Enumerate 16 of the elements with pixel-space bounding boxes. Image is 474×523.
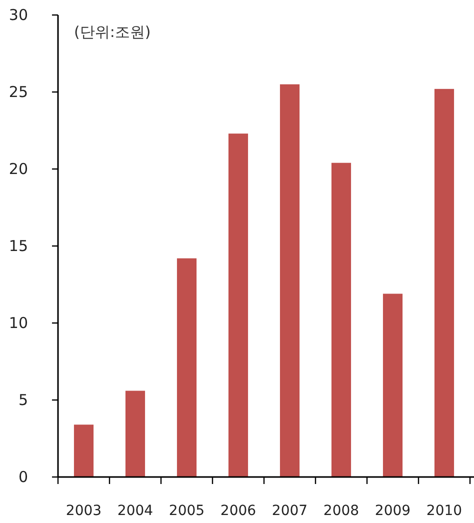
x-tick-label: 2005 (168, 503, 205, 519)
annotation: (단위:조원) (74, 23, 151, 41)
y-tick-label: 15 (8, 237, 28, 255)
x-tick-label: 2004 (117, 503, 154, 519)
y-tick-label: 5 (18, 391, 28, 409)
y-tick-label: 10 (8, 314, 28, 332)
x-tick-label: 2003 (66, 503, 102, 519)
x-tick-label: 2008 (323, 503, 360, 519)
x-tick-label: 2009 (374, 503, 411, 519)
x-tick-label: 2007 (272, 503, 308, 519)
y-tick-label: 20 (8, 160, 28, 178)
y-tick-label: 0 (18, 468, 28, 486)
x-tick-label: 2010 (426, 503, 462, 519)
x-tick-label: 2006 (220, 503, 256, 519)
y-tick-label: 30 (8, 6, 28, 24)
y-tick-label: 25 (8, 83, 28, 101)
